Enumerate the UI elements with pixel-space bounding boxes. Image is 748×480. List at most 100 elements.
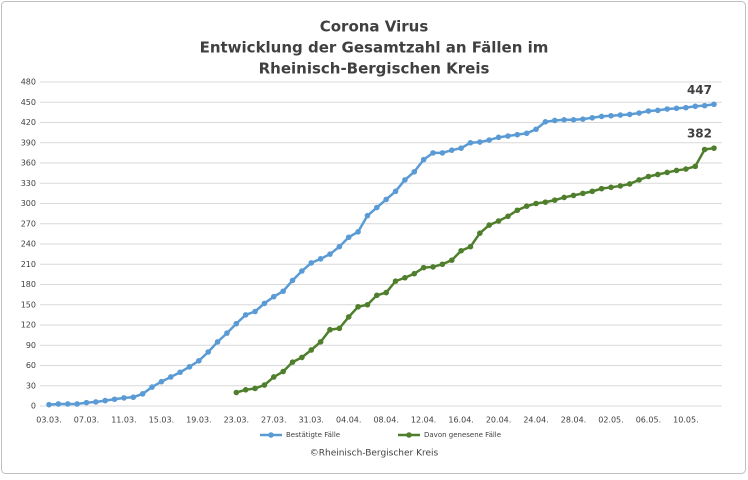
- point: [317, 256, 324, 262]
- point: [214, 339, 221, 345]
- point: [336, 243, 343, 250]
- point: [355, 229, 361, 235]
- point: [392, 188, 399, 195]
- point: [177, 369, 183, 376]
- point: [655, 171, 661, 178]
- point: [111, 396, 118, 403]
- point: [364, 301, 371, 308]
- point: [570, 117, 577, 123]
- chart-title: Entwicklung der Gesamtzahl an Fällen im: [200, 39, 549, 57]
- point: [420, 156, 427, 163]
- x-tick-label: 27.03.: [261, 416, 286, 425]
- point: [196, 357, 202, 364]
- x-tick-label: 02.05.: [598, 416, 623, 425]
- point: [570, 192, 577, 199]
- point: [233, 389, 240, 396]
- end-label: 382: [687, 127, 712, 141]
- point: [345, 234, 352, 241]
- point: [486, 137, 493, 143]
- point: [523, 203, 530, 209]
- point: [561, 194, 567, 201]
- point: [46, 401, 52, 408]
- point: [402, 274, 408, 281]
- point: [308, 347, 315, 353]
- point: [626, 111, 633, 118]
- x-tick-label: 20.04.: [486, 416, 511, 425]
- x-tick-label: 16.04.: [448, 416, 473, 425]
- x-tick-label: 07.03.: [74, 416, 99, 425]
- point: [664, 169, 670, 176]
- point: [374, 204, 380, 211]
- point: [261, 382, 268, 388]
- point: [692, 103, 699, 110]
- point: [486, 222, 493, 228]
- point: [551, 117, 558, 124]
- point: [186, 364, 193, 370]
- point: [280, 288, 286, 295]
- point: [523, 130, 530, 137]
- point: [608, 184, 614, 191]
- point: [139, 391, 146, 397]
- point: [561, 117, 567, 123]
- point: [448, 147, 455, 153]
- point: [430, 150, 436, 156]
- point: [242, 387, 249, 393]
- point: [121, 395, 127, 401]
- point: [448, 257, 455, 264]
- point: [270, 374, 277, 380]
- point: [701, 102, 708, 109]
- y-tick-label: 0: [31, 402, 36, 411]
- point: [299, 354, 305, 361]
- point: [439, 150, 446, 156]
- x-tick-label: 08.04.: [373, 416, 398, 425]
- point: [252, 385, 258, 392]
- chart-title: Corona Virus: [320, 18, 429, 36]
- y-tick-label: 450: [21, 98, 36, 107]
- legend-swatch: [406, 432, 412, 438]
- point: [167, 374, 174, 380]
- point: [224, 330, 230, 336]
- point: [270, 293, 277, 300]
- point: [252, 308, 258, 315]
- series-line: [235, 146, 715, 394]
- point: [477, 230, 483, 236]
- point: [289, 277, 296, 284]
- point: [589, 188, 596, 195]
- x-tick-label: 03.03.: [36, 416, 61, 425]
- y-tick-label: 480: [21, 78, 36, 87]
- point: [505, 133, 511, 139]
- point: [74, 401, 80, 407]
- point: [542, 199, 549, 205]
- point: [383, 196, 389, 203]
- point: [242, 312, 249, 318]
- point: [617, 183, 624, 189]
- point: [327, 326, 333, 333]
- point: [673, 105, 680, 112]
- point: [308, 260, 315, 266]
- point: [477, 139, 483, 145]
- point: [617, 112, 624, 118]
- x-tick-label: 06.05.: [636, 416, 661, 425]
- point: [364, 212, 371, 219]
- point: [149, 384, 155, 390]
- point: [580, 116, 586, 122]
- chart-title: Rheinisch-Bergischen Kreis: [259, 60, 490, 78]
- point: [711, 101, 717, 108]
- y-tick-label: 120: [21, 321, 36, 330]
- y-tick-label: 240: [21, 240, 36, 249]
- point: [701, 146, 708, 153]
- point: [711, 145, 717, 151]
- point: [336, 325, 343, 332]
- point: [514, 131, 521, 138]
- point: [551, 197, 558, 203]
- y-tick-label: 30: [26, 381, 36, 390]
- point: [458, 145, 464, 151]
- y-tick-label: 180: [21, 280, 36, 289]
- point: [64, 401, 71, 407]
- point: [542, 119, 549, 125]
- point: [636, 110, 642, 116]
- point: [317, 339, 324, 345]
- point: [533, 126, 539, 133]
- point: [495, 134, 502, 141]
